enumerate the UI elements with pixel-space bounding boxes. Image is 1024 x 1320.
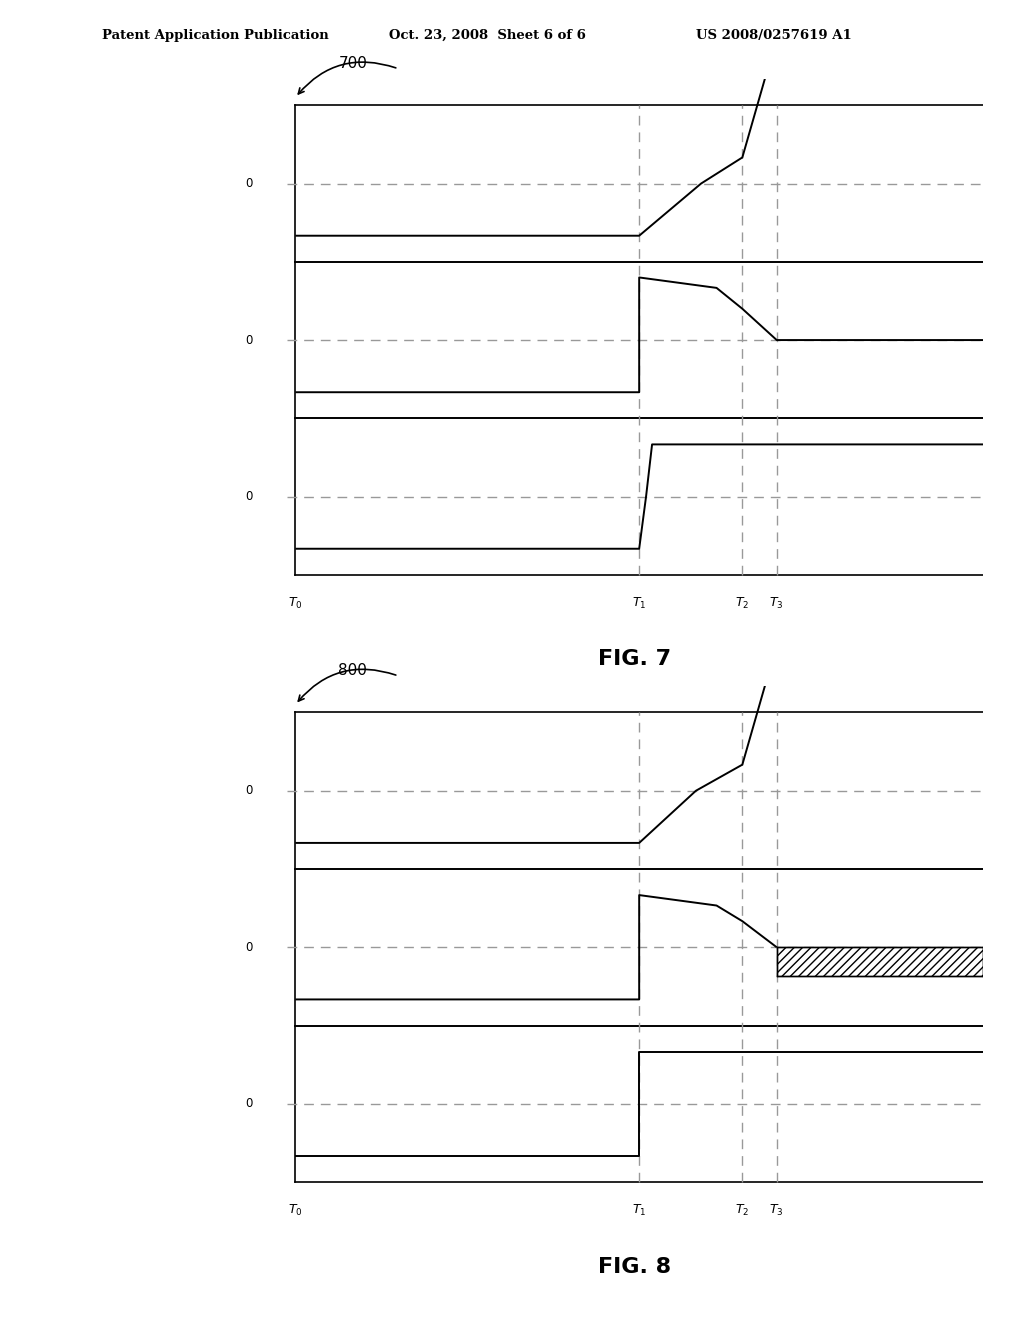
Bar [777,948,983,975]
Text: 800: 800 [338,663,368,678]
Text: $T_3$: $T_3$ [769,1203,784,1218]
Text: 0: 0 [245,941,252,954]
Text: 0: 0 [245,490,252,503]
Text: $T_3$: $T_3$ [769,595,784,611]
Text: US 2008/0257619 A1: US 2008/0257619 A1 [696,29,852,42]
Text: 0: 0 [245,784,252,797]
Text: Oct. 23, 2008  Sheet 6 of 6: Oct. 23, 2008 Sheet 6 of 6 [389,29,586,42]
Text: $T_1$: $T_1$ [632,595,646,611]
Text: $T_2$: $T_2$ [735,1203,750,1218]
Text: $T_0$: $T_0$ [288,1203,303,1218]
Text: 0: 0 [245,177,252,190]
Text: $T_1$: $T_1$ [632,1203,646,1218]
Text: Patent Application Publication: Patent Application Publication [102,29,329,42]
Text: $T_0$: $T_0$ [288,595,303,611]
Text: 0: 0 [245,1097,252,1110]
Text: 700: 700 [338,55,368,71]
Text: $T_2$: $T_2$ [735,595,750,611]
Text: FIG. 8: FIG. 8 [598,1257,672,1276]
Text: FIG. 7: FIG. 7 [598,649,672,669]
Text: 0: 0 [245,334,252,347]
